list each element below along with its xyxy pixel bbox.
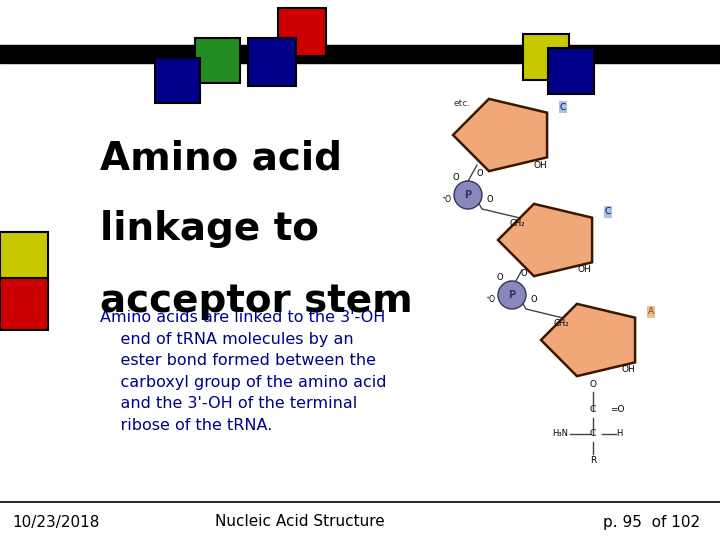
Text: CH₂: CH₂ [554, 319, 570, 327]
Text: Amino acids are linked to the 3'-OH
    end of tRNA molecules by an
    ester bo: Amino acids are linked to the 3'-OH end … [100, 310, 387, 433]
Text: C: C [605, 207, 611, 217]
Text: p. 95  of 102: p. 95 of 102 [603, 515, 700, 530]
Text: P: P [508, 290, 516, 300]
Text: R: R [590, 456, 596, 465]
Text: ⁺O: ⁺O [441, 194, 451, 204]
Text: O: O [521, 268, 527, 278]
Polygon shape [453, 99, 547, 171]
Polygon shape [541, 304, 635, 376]
Circle shape [454, 181, 482, 209]
Bar [0, 232, 48, 284]
Bar [523, 34, 569, 80]
Text: H₃N: H₃N [552, 429, 568, 438]
Circle shape [498, 281, 526, 309]
Text: O: O [487, 194, 493, 204]
Text: linkage to: linkage to [100, 210, 319, 248]
Bar [248, 38, 296, 86]
Text: O: O [590, 380, 596, 389]
Bar [0, 45, 720, 63]
Bar [548, 48, 594, 94]
Text: O: O [453, 172, 459, 181]
Text: =O: =O [610, 406, 624, 415]
Text: C: C [590, 429, 596, 438]
Text: acceptor stem: acceptor stem [100, 282, 413, 320]
Text: OH: OH [578, 266, 592, 274]
Text: O: O [477, 168, 483, 178]
Text: C: C [560, 103, 566, 111]
Text: OH: OH [621, 366, 635, 375]
Text: 10/23/2018: 10/23/2018 [12, 515, 99, 530]
Text: CH₂: CH₂ [510, 219, 526, 227]
Text: Nucleic Acid Structure: Nucleic Acid Structure [215, 515, 385, 530]
Text: P: P [464, 190, 472, 200]
Bar [195, 38, 240, 83]
Text: etc.: etc. [453, 98, 470, 107]
Text: A: A [648, 307, 654, 316]
Text: Amino acid: Amino acid [100, 140, 342, 178]
Text: O: O [497, 273, 503, 281]
Text: O: O [531, 294, 537, 303]
Text: H: H [616, 429, 622, 438]
Text: C: C [590, 406, 596, 415]
Text: OH: OH [533, 160, 546, 170]
Bar [155, 58, 200, 103]
Bar [278, 8, 326, 56]
Text: ⁺O: ⁺O [485, 294, 495, 303]
Bar [0, 278, 48, 330]
Polygon shape [498, 204, 592, 276]
